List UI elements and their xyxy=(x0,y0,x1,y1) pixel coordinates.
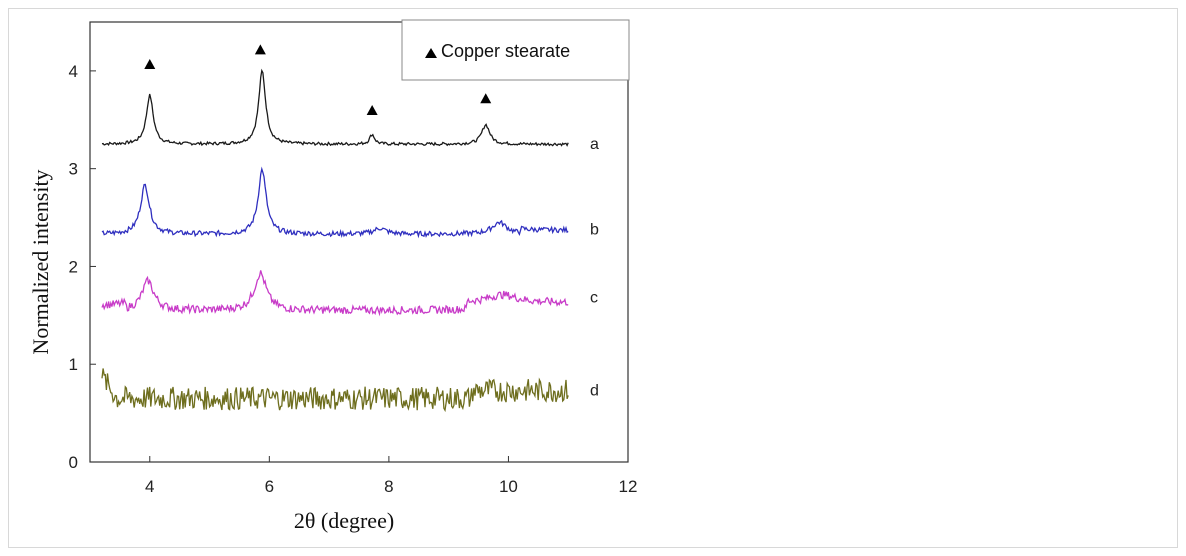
peak-marker-triangle-icon xyxy=(366,105,378,115)
legend-triangle-icon xyxy=(425,48,437,58)
series-c-line xyxy=(101,270,569,317)
y-tick-label: 1 xyxy=(69,355,78,374)
y-axis-title: Normalized intensity xyxy=(28,169,53,354)
series-a-line xyxy=(101,68,569,147)
legend-label: Copper stearate xyxy=(441,41,570,61)
x-tick-label: 8 xyxy=(384,477,393,496)
y-tick-label: 3 xyxy=(69,160,78,179)
peak-marker-triangle-icon xyxy=(254,44,266,55)
peak-marker-triangle-icon xyxy=(480,93,492,104)
x-tick-label: 10 xyxy=(499,477,518,496)
plot-frame xyxy=(89,21,629,463)
curve-label-b: b xyxy=(590,221,599,238)
series-d-line xyxy=(101,368,569,413)
series-b-line xyxy=(101,166,569,239)
figure-frame xyxy=(8,8,1178,548)
curve-label-d: d xyxy=(590,383,599,400)
curve-label-c: c xyxy=(590,290,598,307)
x-tick-label: 6 xyxy=(265,477,274,496)
legend-box xyxy=(401,19,630,81)
peak-marker-triangle-icon xyxy=(144,59,156,70)
y-tick-label: 2 xyxy=(69,257,78,276)
x-tick-label: 4 xyxy=(145,477,154,496)
x-tick-label: 12 xyxy=(619,477,638,496)
y-tick-label: 0 xyxy=(69,453,78,472)
legend: Copper stearate xyxy=(401,19,630,81)
y-tick-label: 4 xyxy=(69,62,78,81)
x-axis-title: 2θ (degree) xyxy=(294,508,394,533)
curve-label-a: a xyxy=(590,136,599,153)
